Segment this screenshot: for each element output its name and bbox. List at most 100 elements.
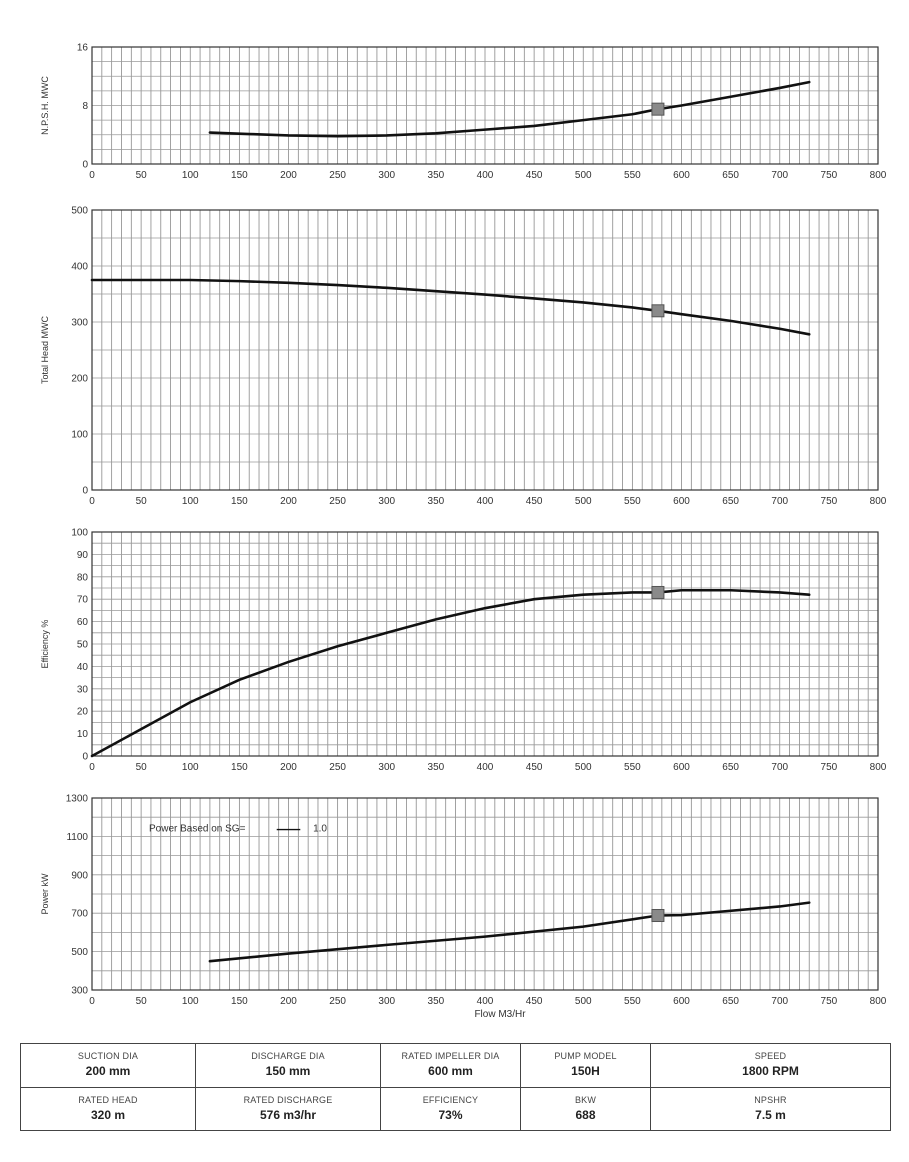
efficiency-rated-point-marker — [651, 585, 665, 599]
efficiency-label: EFFICIENCY — [422, 1094, 479, 1105]
efficiency-y-tick-label: 80 — [77, 572, 89, 583]
power-x-tick-label: 500 — [575, 996, 592, 1007]
total-head-x-tick-label: 300 — [378, 496, 395, 507]
power-y-tick-label: 1100 — [66, 832, 88, 843]
total-head-x-tick-label: 800 — [870, 496, 887, 507]
efficiency-y-tick-label: 20 — [77, 707, 89, 718]
total-head-x-tick-label: 700 — [771, 496, 788, 507]
efficiency-x-tick-label: 100 — [182, 762, 199, 773]
power-x-tick-label: 600 — [673, 996, 690, 1007]
power-x-tick-label: 150 — [231, 996, 248, 1007]
pump-performance-charts: 0 50 100 150 200 250 300 350 400 450 500 550 600 650 7… — [40, 43, 887, 1021]
npsh-x-tick-label: 750 — [821, 170, 838, 181]
total-head-y-tick-label: 0 — [82, 486, 88, 497]
suction-dia-label: SUCTION DIA — [77, 1051, 139, 1062]
power-x-tick-label: 400 — [477, 996, 494, 1007]
speed-label: SPEED — [754, 1051, 787, 1062]
total-head-x-tick-label: 100 — [182, 496, 199, 507]
efficiency-y-tick-label: 60 — [77, 617, 89, 628]
rated-head-cell: RATED HEAD 320 m — [20, 1086, 196, 1131]
total-head-performance-curve — [90, 278, 811, 336]
rated-impeller-dia-label: RATED IMPELLER DIA — [401, 1051, 500, 1062]
npsh-x-tick-label: 400 — [477, 170, 494, 181]
power-y-tick-label: 500 — [71, 947, 88, 958]
efficiency-y-tick-label: 70 — [77, 595, 89, 606]
efficiency-y-axis-label: Efficiency % — [40, 620, 50, 669]
power-y-tick-label: 700 — [71, 909, 88, 920]
power-x-tick-label: 450 — [526, 996, 543, 1007]
efficiency-x-tick-label: 750 — [821, 762, 838, 773]
power-plot-frame — [91, 797, 879, 991]
total-head-y-tick-label: 300 — [71, 318, 88, 329]
total-head-rated-point-marker — [651, 304, 665, 318]
npsh-x-tick-label: 550 — [624, 170, 641, 181]
npsh-x-tick-label: 450 — [526, 170, 543, 181]
efficiency-x-tick-label: 150 — [231, 762, 248, 773]
bkw-value: 688 — [575, 1107, 596, 1122]
power-sg-annotation-value: 1.0 — [313, 824, 327, 835]
npsh-chart: 0 50 100 150 200 250 300 350 400 450 500 550 600 650 7… — [40, 43, 887, 182]
power-x-tick-label: 800 — [870, 996, 887, 1007]
npsh-x-tick-label: 600 — [673, 170, 690, 181]
efficiency-x-tick-label: 800 — [870, 762, 887, 773]
total-head-x-tick-label: 450 — [526, 496, 543, 507]
npsh-x-tick-label: 100 — [182, 170, 199, 181]
efficiency-x-tick-label: 500 — [575, 762, 592, 773]
efficiency-y-tick-label: 100 — [71, 528, 88, 539]
power-x-tick-label: 550 — [624, 996, 641, 1007]
npsh-y-tick-label: 0 — [82, 160, 88, 171]
total-head-x-tick-label: 200 — [280, 496, 297, 507]
efficiency-x-tick-label: 50 — [136, 762, 148, 773]
power-x-tick-label: 0 — [89, 996, 95, 1007]
suction-dia-value: 200 mm — [85, 1064, 131, 1079]
efficiency-y-tick-label: 40 — [77, 662, 89, 673]
power-performance-curve — [208, 901, 811, 963]
rated-impeller-dia-value: 600 mm — [428, 1064, 473, 1079]
power-sg-annotation-label: Power Based on SG= — [149, 824, 246, 835]
speed-cell: SPEED 1800 RPM — [650, 1043, 891, 1088]
efficiency-x-tick-label: 350 — [428, 762, 445, 773]
npsh-x-tick-label: 350 — [428, 170, 445, 181]
npsh-x-tick-label: 300 — [378, 170, 395, 181]
efficiency-chart: 0 50 100 150 200 250 300 350 400 450 500 550 600 650 7… — [40, 528, 887, 774]
power-y-axis-label: Power kW — [40, 873, 50, 915]
npshr-label: NPSHR — [754, 1094, 787, 1105]
rated-impeller-dia-cell: RATED IMPELLER DIA 600 mm — [380, 1043, 521, 1088]
power-x-tick-label: 700 — [771, 996, 788, 1007]
npsh-x-tick-label: 500 — [575, 170, 592, 181]
efficiency-plot-frame — [91, 531, 879, 757]
npsh-plot-frame — [91, 46, 879, 165]
efficiency-x-tick-label: 700 — [771, 762, 788, 773]
total-head-x-tick-label: 500 — [575, 496, 592, 507]
power-y-tick-label: 1300 — [66, 794, 89, 805]
total-head-x-tick-label: 400 — [477, 496, 494, 507]
suction-dia-cell: SUCTION DIA 200 mm — [20, 1043, 196, 1088]
total-head-x-tick-label: 150 — [231, 496, 248, 507]
power-x-axis-label: Flow M3/Hr — [474, 1009, 526, 1020]
npsh-x-tick-label: 700 — [771, 170, 788, 181]
efficiency-x-tick-label: 0 — [89, 762, 95, 773]
efficiency-x-tick-label: 600 — [673, 762, 690, 773]
total-head-x-tick-label: 550 — [624, 496, 641, 507]
discharge-dia-value: 150 mm — [265, 1064, 311, 1079]
npsh-x-tick-label: 50 — [136, 170, 148, 181]
npshr-value: 7.5 m — [755, 1107, 786, 1122]
rated-head-value: 320 m — [90, 1107, 126, 1122]
npsh-y-axis-label: N.P.S.H. MWC — [40, 76, 50, 135]
npsh-x-tick-label: 200 — [280, 170, 297, 181]
total-head-y-tick-label: 200 — [71, 374, 88, 385]
rated-head-label: RATED HEAD — [78, 1094, 138, 1105]
npsh-y-tick-label: 8 — [82, 101, 88, 112]
rated-discharge-value: 576 m3/hr — [259, 1107, 317, 1122]
total-head-y-tick-label: 400 — [71, 262, 88, 273]
npshr-cell: NPSHR 7.5 m — [650, 1086, 891, 1131]
efficiency-x-tick-label: 300 — [378, 762, 395, 773]
efficiency-y-tick-label: 10 — [77, 729, 89, 740]
bkw-label: BKW — [574, 1094, 597, 1105]
efficiency-y-tick-label: 50 — [77, 640, 89, 651]
power-x-tick-label: 300 — [378, 996, 395, 1007]
power-x-tick-label: 250 — [329, 996, 346, 1007]
rated-discharge-cell: RATED DISCHARGE 576 m3/hr — [195, 1086, 381, 1131]
efficiency-value: 73% — [438, 1107, 463, 1122]
spec-row-1: SUCTION DIA 200 mm DISCHARGE DIA 150 mm … — [20, 1043, 891, 1088]
